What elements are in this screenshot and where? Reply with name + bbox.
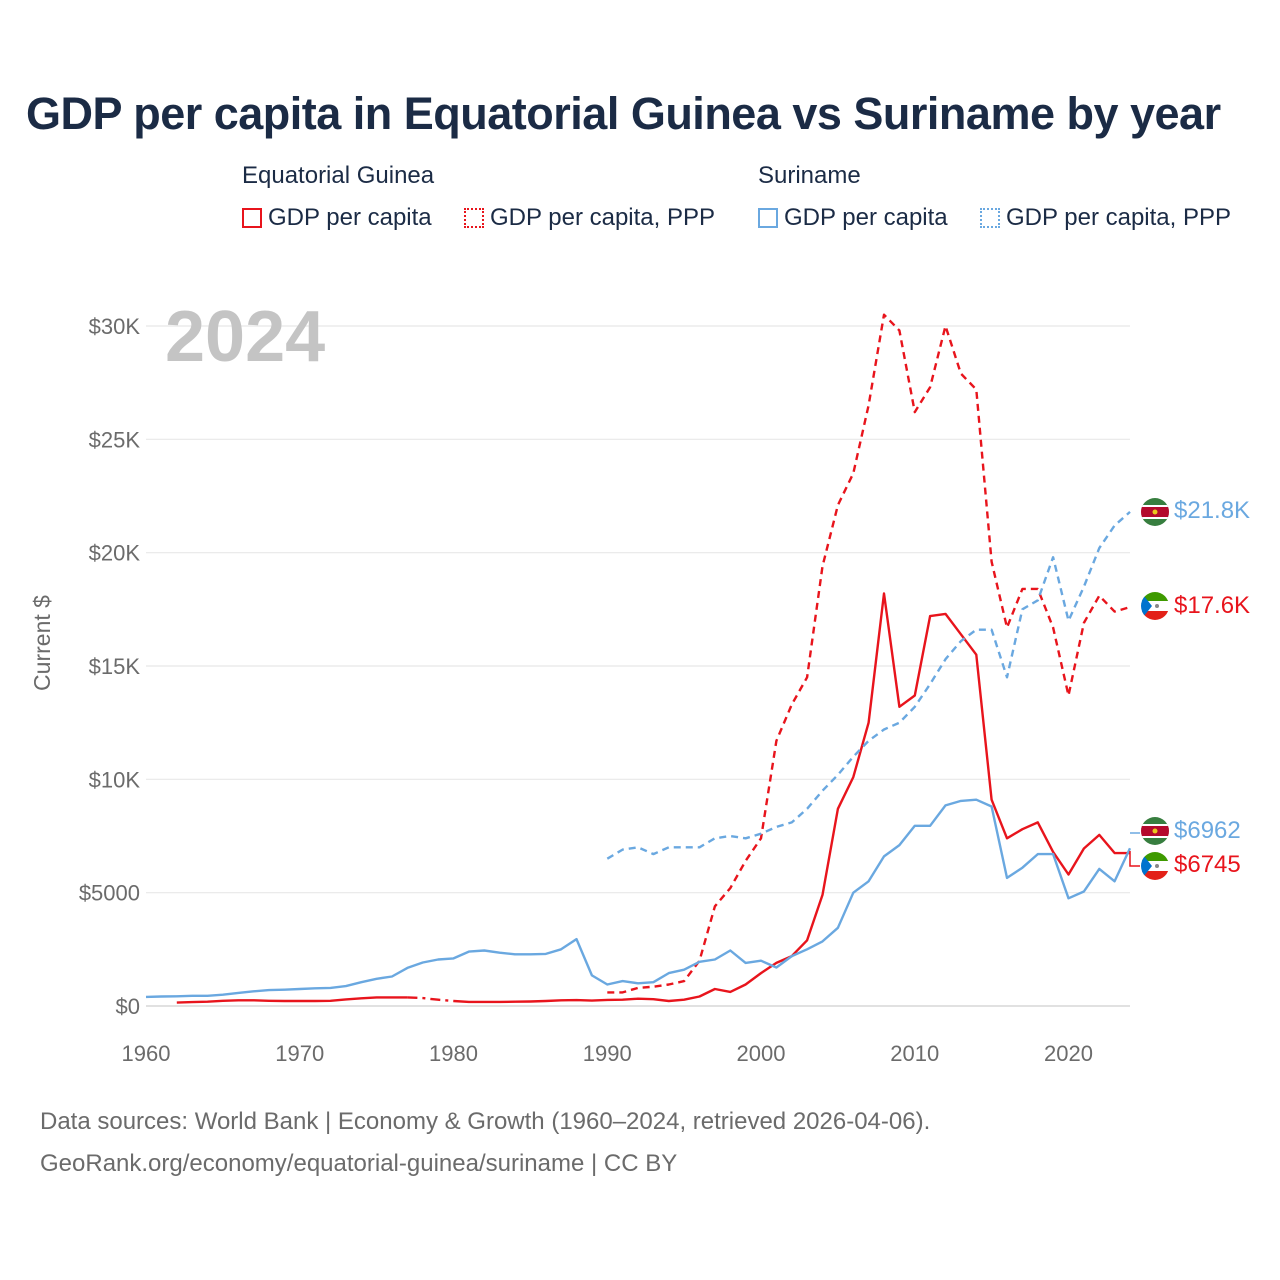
equatorial-guinea-flag-icon [1141,592,1169,620]
year-overlay: 2024 [165,297,326,377]
footer-sources: Data sources: World Bank | Economy & Gro… [40,1108,931,1135]
x-axis-ticks: 1960 1970 1980 1990 2000 2010 2020 [122,1041,1093,1066]
chart-title: GDP per capita in Equatorial Guinea vs S… [26,88,1221,139]
end-label-eq-gdp: $6745 [1174,851,1241,878]
gridlines [146,325,1130,1007]
series-line [453,592,1131,1004]
legend-swatch-dotted-blue [980,208,1000,228]
equatorial-guinea-flag-icon [1141,852,1169,880]
legend-label: GDP per capita, PPP [490,204,715,231]
x-tick-label: 1990 [583,1041,632,1066]
legend-label: GDP per capita [784,204,948,231]
series-line [607,313,1131,994]
y-axis-label: Current $ [29,595,55,691]
end-label-sr-gdp: $6962 [1174,817,1241,844]
y-tick-label: $20K [89,541,141,566]
x-tick-label: 1980 [429,1041,478,1066]
series-line [176,996,408,1004]
x-tick-label: 2010 [890,1041,939,1066]
suriname-flag-icon [1141,498,1169,526]
x-tick-label: 2000 [737,1041,786,1066]
footer-credit: GeoRank.org/economy/equatorial-guinea/su… [40,1150,678,1177]
y-tick-label: $15K [89,654,141,679]
legend-swatch-solid-red [242,208,262,228]
legend-item-eq-gdp-ppp[interactable]: GDP per capita, PPP [464,204,715,232]
y-tick-label: $10K [89,767,141,792]
x-tick-label: 1970 [275,1041,324,1066]
y-tick-label: $25K [89,427,141,452]
legend-label: GDP per capita, PPP [1006,204,1231,231]
legend-group-equatorial-guinea: Equatorial Guinea [242,162,435,189]
series-lines [145,313,1132,1004]
legend-swatch-solid-blue [758,208,778,228]
legend-group-suriname: Suriname [758,162,861,189]
y-tick-label: $5000 [79,881,140,906]
end-flags [1141,498,1169,880]
y-axis-ticks: $0 $5000 $10K $15K $20K $25K $30K [79,314,141,1019]
legend-item-eq-gdp[interactable]: GDP per capita [242,204,432,232]
legend-label: GDP per capita [268,204,432,231]
y-tick-label: $0 [116,994,140,1019]
y-tick-label: $30K [89,314,141,339]
legend-item-sr-gdp-ppp[interactable]: GDP per capita, PPP [980,204,1231,232]
series-line [606,511,1131,860]
end-connector [1129,851,1140,867]
legend-item-sr-gdp[interactable]: GDP per capita [758,204,948,232]
suriname-flag-icon [1141,817,1169,845]
end-label-sr-ppp: $21.8K [1174,497,1250,524]
series-line [145,798,1132,999]
x-tick-label: 1960 [122,1041,171,1066]
legend-swatch-dotted-red [464,208,484,228]
x-tick-label: 2020 [1044,1041,1093,1066]
end-label-eq-ppp: $17.6K [1174,592,1250,619]
series-line [407,996,454,1003]
